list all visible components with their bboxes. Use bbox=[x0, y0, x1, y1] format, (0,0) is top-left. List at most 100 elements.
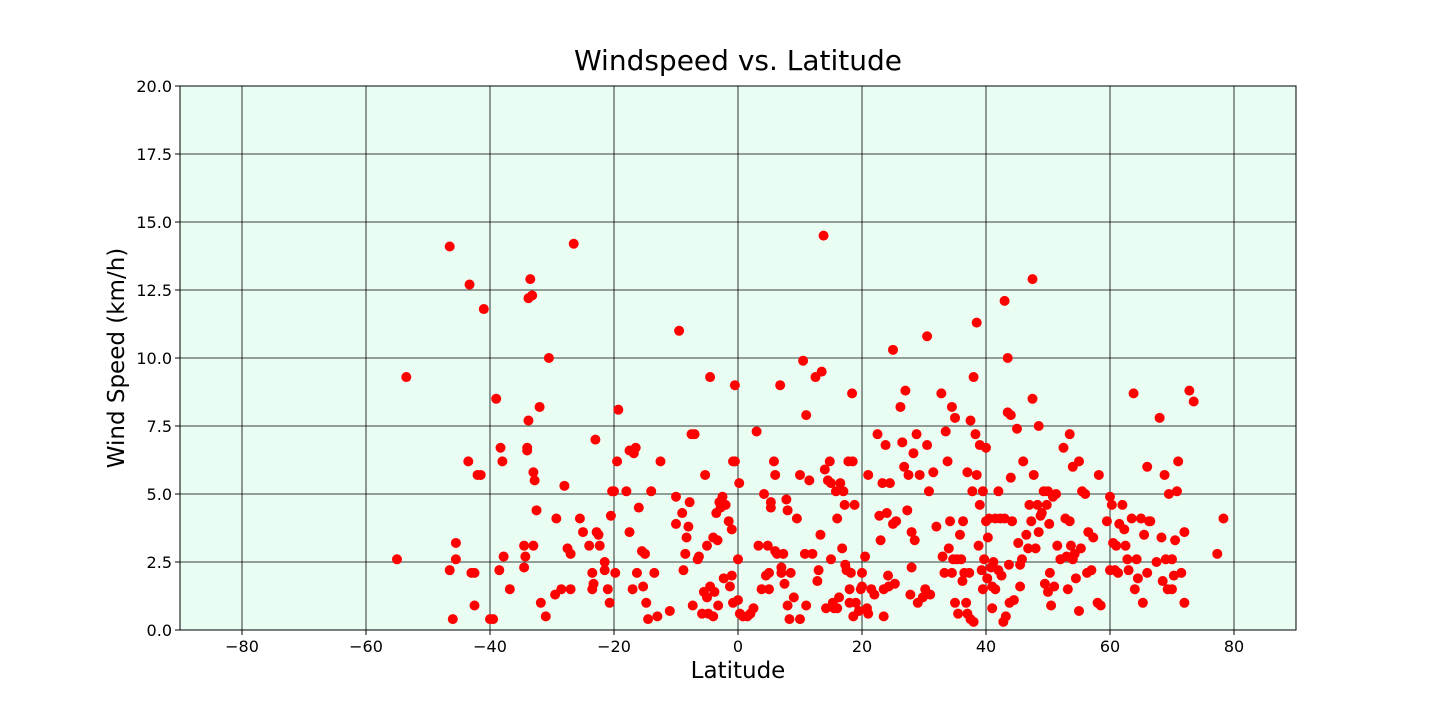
point bbox=[1012, 423, 1022, 434]
point bbox=[1005, 472, 1016, 483]
point bbox=[646, 486, 657, 497]
points bbox=[392, 230, 1229, 627]
point bbox=[1111, 540, 1122, 551]
point bbox=[1074, 456, 1084, 467]
point bbox=[1002, 353, 1013, 363]
point bbox=[568, 238, 579, 249]
point bbox=[844, 584, 855, 595]
x-tick-label: −20 bbox=[597, 637, 631, 656]
point bbox=[765, 502, 776, 513]
point bbox=[543, 353, 554, 363]
point bbox=[708, 611, 719, 622]
point bbox=[1030, 543, 1041, 554]
point bbox=[1024, 499, 1035, 510]
point bbox=[729, 456, 740, 467]
point bbox=[982, 573, 993, 584]
point bbox=[968, 372, 979, 383]
x-tick-label: −80 bbox=[225, 637, 259, 656]
point bbox=[830, 486, 841, 497]
point bbox=[845, 567, 856, 578]
point bbox=[689, 429, 700, 440]
point bbox=[464, 279, 475, 290]
point bbox=[469, 600, 480, 611]
point bbox=[987, 603, 998, 614]
point bbox=[863, 608, 874, 619]
point bbox=[1095, 600, 1106, 611]
point bbox=[1027, 274, 1038, 285]
point bbox=[627, 584, 638, 595]
point bbox=[925, 589, 936, 600]
point bbox=[753, 540, 764, 551]
point bbox=[857, 567, 867, 578]
point bbox=[993, 486, 1004, 497]
point bbox=[671, 518, 681, 529]
x-axis-label: Latitude bbox=[691, 658, 786, 684]
point bbox=[1179, 527, 1190, 538]
point bbox=[813, 565, 824, 576]
point bbox=[1106, 499, 1117, 510]
y-tick-label: 7.5 bbox=[147, 417, 172, 436]
point bbox=[950, 412, 960, 423]
point bbox=[782, 600, 793, 611]
point bbox=[801, 600, 812, 611]
point bbox=[940, 426, 951, 437]
point bbox=[599, 557, 610, 567]
point bbox=[900, 385, 911, 396]
point bbox=[764, 567, 774, 578]
point bbox=[905, 589, 916, 600]
point bbox=[860, 551, 871, 562]
point bbox=[878, 611, 889, 622]
point bbox=[584, 540, 595, 551]
point bbox=[444, 565, 455, 576]
point bbox=[764, 584, 774, 595]
point bbox=[964, 567, 975, 578]
point bbox=[587, 567, 598, 578]
point bbox=[954, 529, 965, 540]
point bbox=[709, 586, 720, 597]
point bbox=[801, 410, 812, 421]
point bbox=[729, 380, 740, 391]
point bbox=[824, 456, 835, 467]
point bbox=[781, 494, 792, 505]
point bbox=[988, 557, 999, 567]
point bbox=[723, 516, 734, 527]
point bbox=[908, 448, 919, 459]
point bbox=[847, 456, 858, 467]
point bbox=[640, 548, 650, 559]
point bbox=[977, 584, 988, 595]
point bbox=[702, 540, 712, 551]
point bbox=[1026, 516, 1037, 527]
point bbox=[875, 535, 886, 546]
point bbox=[705, 372, 716, 383]
point bbox=[981, 442, 991, 453]
point bbox=[999, 295, 1010, 306]
point bbox=[525, 274, 536, 285]
point bbox=[1008, 595, 1019, 606]
point bbox=[1033, 527, 1044, 538]
point bbox=[630, 442, 641, 453]
point bbox=[990, 584, 1001, 595]
point bbox=[674, 325, 685, 336]
point bbox=[899, 461, 910, 472]
point bbox=[605, 510, 616, 521]
point bbox=[671, 491, 681, 502]
x-tick-label: 60 bbox=[1100, 637, 1120, 656]
point bbox=[664, 605, 675, 616]
point bbox=[535, 597, 546, 608]
point bbox=[488, 614, 499, 625]
point bbox=[1044, 518, 1055, 529]
point bbox=[902, 505, 913, 516]
point bbox=[914, 469, 925, 480]
point bbox=[895, 401, 906, 412]
point bbox=[713, 600, 724, 611]
point bbox=[863, 469, 874, 480]
point bbox=[976, 565, 987, 576]
point bbox=[1218, 513, 1229, 524]
y-tick-label: 2.5 bbox=[147, 553, 172, 572]
point bbox=[849, 499, 860, 510]
point bbox=[590, 434, 601, 445]
point bbox=[795, 614, 805, 625]
point bbox=[540, 611, 551, 622]
point bbox=[495, 442, 506, 453]
point bbox=[527, 290, 538, 301]
